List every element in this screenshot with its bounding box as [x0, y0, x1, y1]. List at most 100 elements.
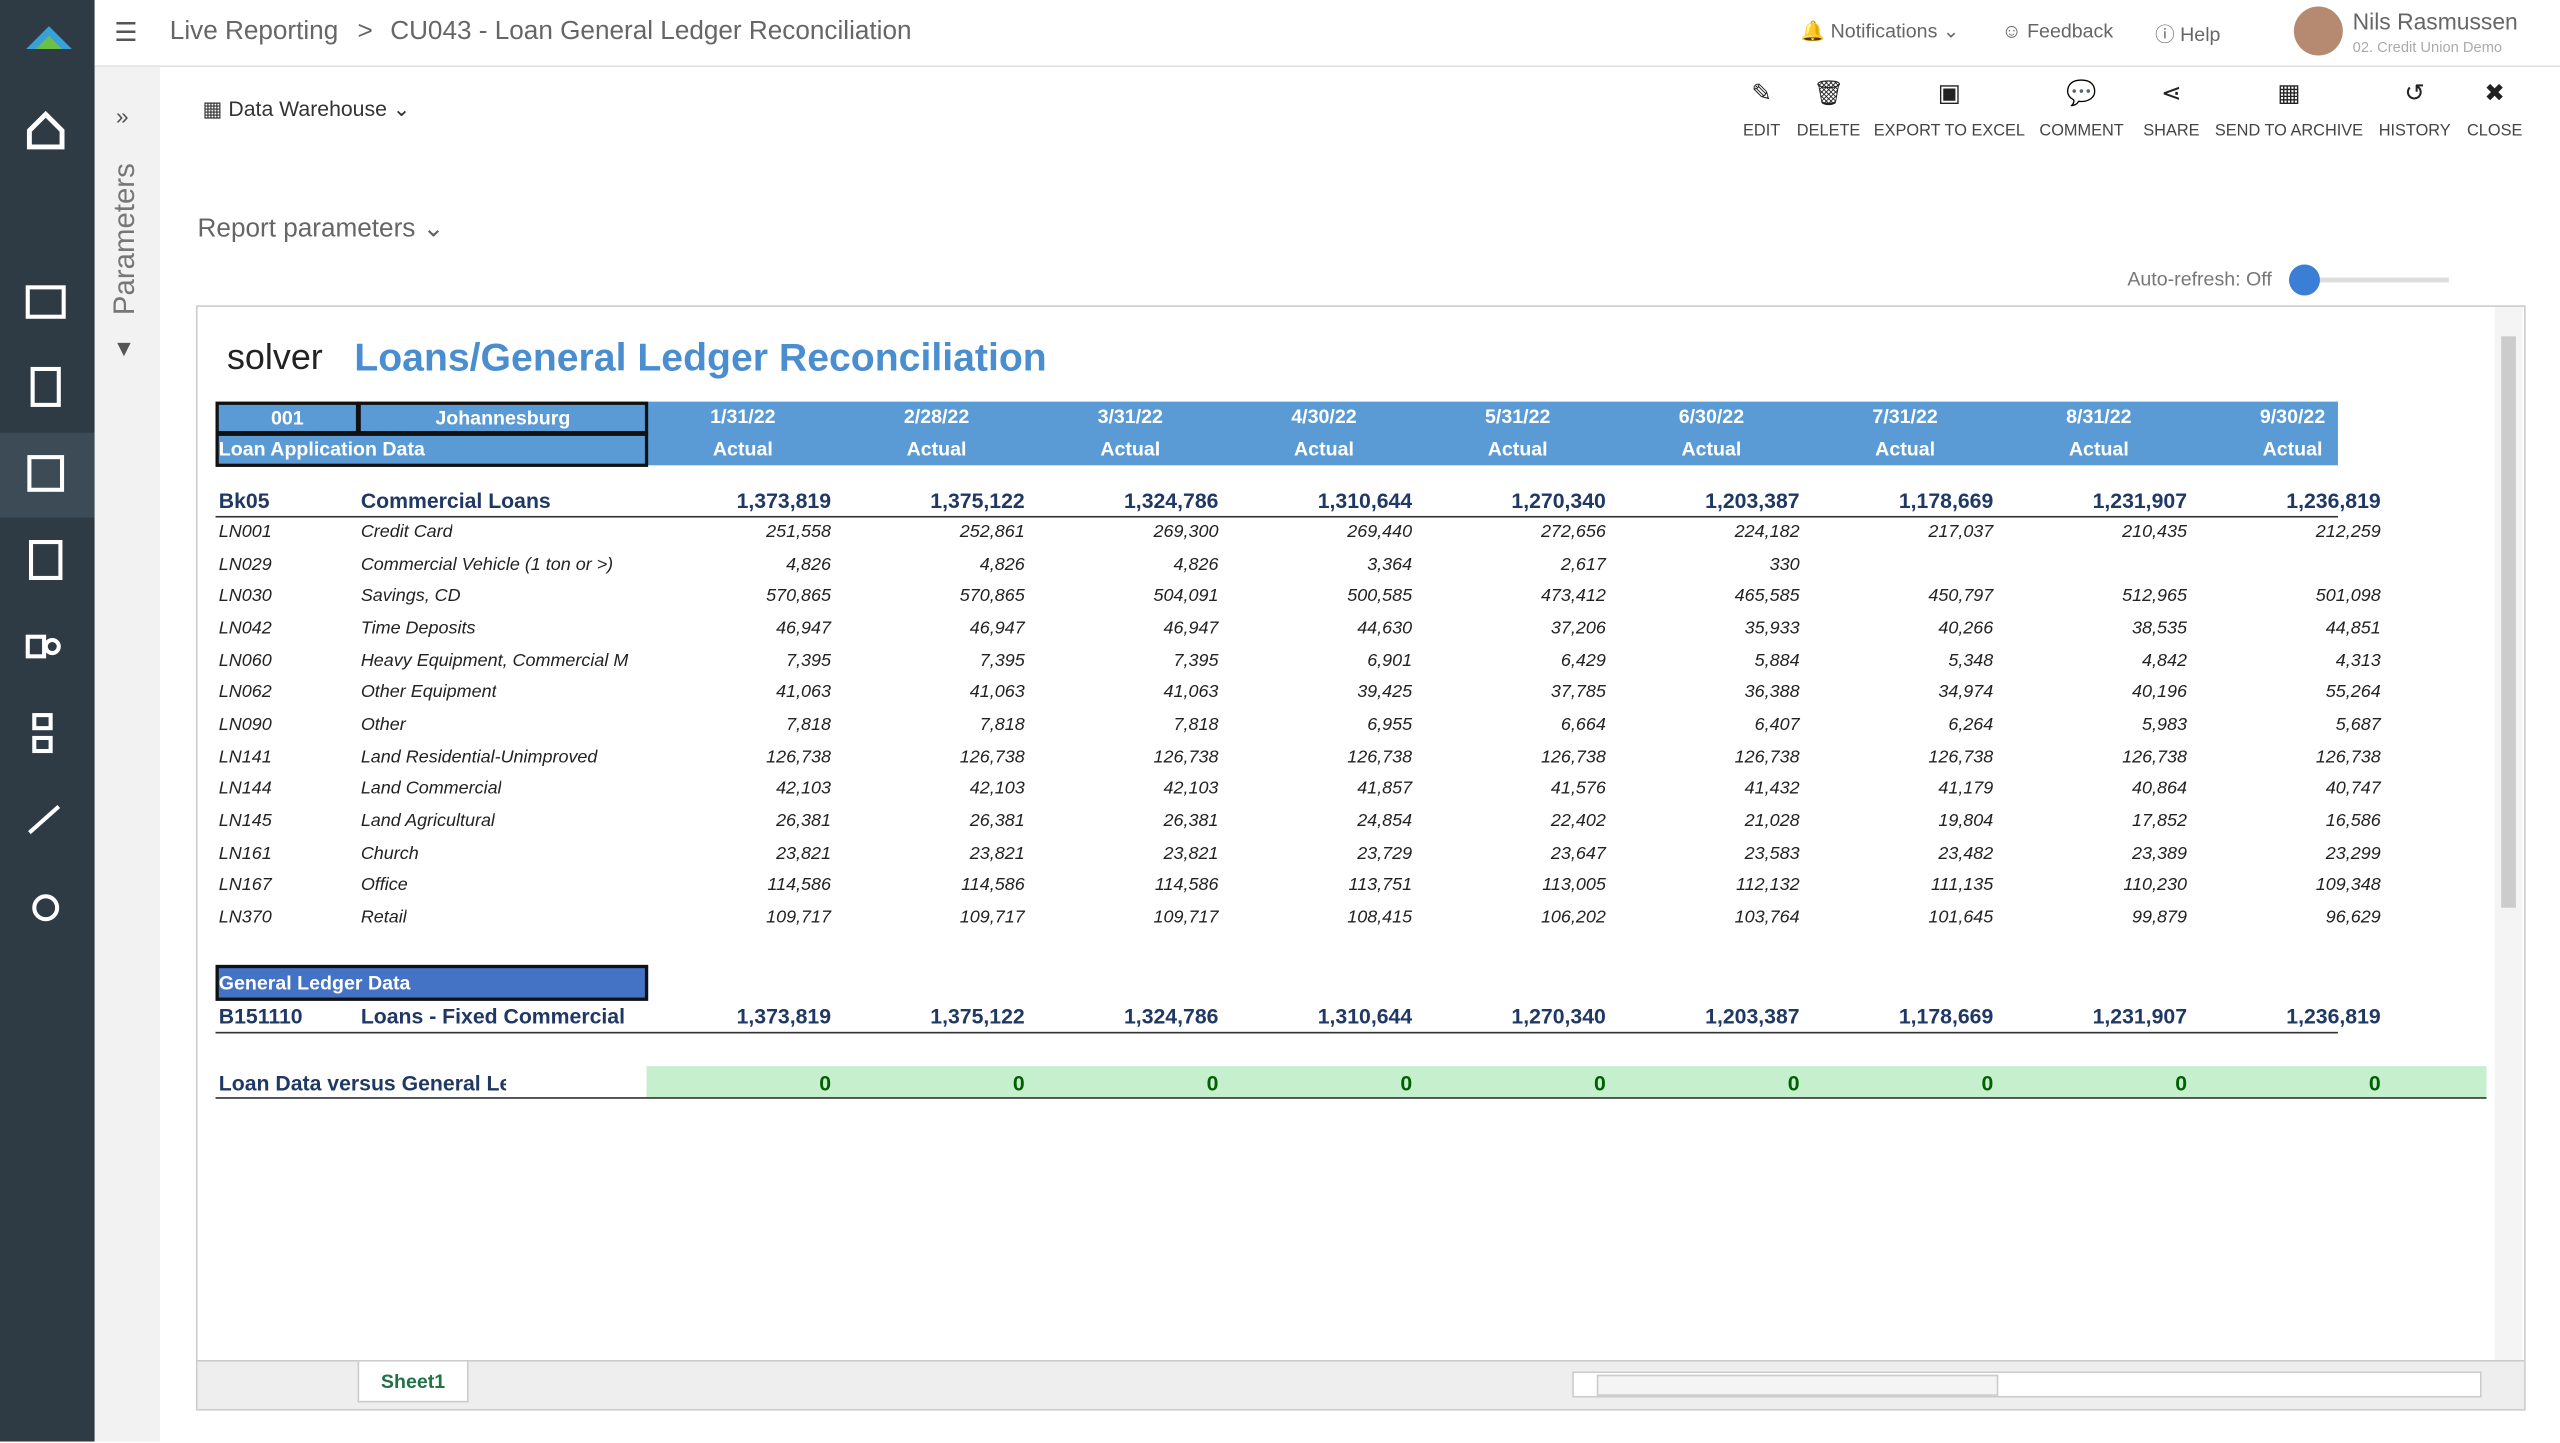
help[interactable]: ⓘ Help — [2155, 20, 2220, 48]
parameters-label[interactable]: Parameters — [108, 163, 142, 315]
column-date: 9/30/22 — [2211, 405, 2374, 428]
row-code: LN001 — [219, 522, 272, 542]
notifications[interactable]: 🔔 Notifications ⌄ — [1801, 20, 1959, 43]
cell-value: 1,373,819 — [635, 488, 831, 512]
row-label: Heavy Equipment, Commercial M — [361, 651, 628, 671]
cell-value: 126,738 — [1216, 747, 1412, 767]
scroll-thumb[interactable] — [2501, 336, 2516, 907]
cell-value: 41,432 — [1604, 779, 1800, 799]
row-rule — [216, 1097, 2487, 1099]
cell-value: 504,091 — [1023, 587, 1219, 607]
sheet-tabs-bar: Sheet1 — [198, 1360, 2525, 1411]
sheet-tab[interactable]: Sheet1 — [358, 1362, 469, 1403]
scroll-thumb[interactable] — [1597, 1375, 1999, 1396]
cell-value: 42,103 — [1023, 779, 1219, 799]
report-title: Loans/General Ledger Reconciliation — [354, 336, 1046, 382]
source-dropdown[interactable]: ▦ Data Warehouse ⌄ — [202, 96, 410, 122]
action-icon[interactable]: ▣ — [1884, 78, 2015, 107]
row-code: LN370 — [219, 907, 272, 927]
cell-value: 1,178,669 — [1797, 1004, 1993, 1028]
cell-value: 512,965 — [1991, 587, 2187, 607]
row-code: LN144 — [219, 779, 272, 799]
row-label: Other — [361, 715, 406, 735]
auto-refresh-toggle[interactable] — [2289, 264, 2320, 295]
row-label: Commercial Vehicle (1 ton or >) — [361, 555, 613, 575]
horizontal-scrollbar[interactable] — [1572, 1371, 2481, 1397]
row-code: LN029 — [219, 555, 272, 575]
column-scenario: Actual — [2017, 438, 2180, 461]
breadcrumb-page: CU043 - Loan General Ledger Reconciliati… — [390, 18, 911, 47]
cell-value: 108,415 — [1216, 907, 1412, 927]
cell-value: 109,348 — [2185, 875, 2381, 895]
cell-value: 6,955 — [1216, 715, 1412, 735]
feedback-label: Feedback — [2027, 20, 2113, 43]
row-label: Land Residential-Unimproved — [361, 747, 598, 767]
cell-value: 6,407 — [1604, 715, 1800, 735]
cell-value: 0 — [1797, 1071, 1993, 1095]
cell-value: 126,738 — [635, 747, 831, 767]
breadcrumb-separator: > — [358, 18, 373, 47]
cell-value: 44,851 — [2185, 619, 2381, 639]
auto-refresh-label: Auto-refresh: Off — [2127, 268, 2271, 291]
cell-value: 23,583 — [1604, 843, 1800, 863]
column-date: 4/30/22 — [1242, 405, 1405, 428]
expand-icon[interactable]: » — [116, 103, 129, 129]
row-label: Office — [361, 875, 408, 895]
action-icon[interactable]: ▦ — [2224, 78, 2355, 107]
cell-value: 5,687 — [2185, 715, 2381, 735]
column-date: 5/31/22 — [1436, 405, 1599, 428]
report-parameters[interactable]: Report parameters ⌄ — [198, 212, 445, 245]
cell-value: 37,206 — [1410, 619, 1606, 639]
row-code: LN167 — [219, 875, 272, 895]
user-name[interactable]: Nils Rasmussen — [2353, 8, 2518, 34]
cell-value: 0 — [1991, 1071, 2187, 1095]
vertical-scrollbar[interactable] — [2495, 307, 2523, 1360]
row-label: Loan Data versus General Ledger — [219, 1071, 506, 1095]
cell-value: 40,196 — [1991, 683, 2187, 703]
cell-value: 23,821 — [635, 843, 831, 863]
cell-value: 5,348 — [1797, 651, 1993, 671]
action-icon[interactable]: 🗑 — [1763, 78, 1894, 107]
menu-icon[interactable]: ☰ — [114, 16, 137, 49]
cell-value: 46,947 — [635, 619, 831, 639]
cell-value: 224,182 — [1604, 522, 1800, 542]
cell-value: 101,645 — [1797, 907, 1993, 927]
action-button[interactable]: CLOSE — [2413, 122, 2560, 140]
cell-value: 46,947 — [829, 619, 1025, 639]
cell-value: 2,617 — [1410, 555, 1606, 575]
cell-value: 4,313 — [2185, 651, 2381, 671]
cell-value: 330 — [1604, 555, 1800, 575]
breadcrumb-link[interactable]: Live Reporting — [170, 18, 338, 47]
cell-value: 126,738 — [1410, 747, 1606, 767]
cell-value: 1,236,819 — [2185, 488, 2381, 512]
logo: solver — [227, 336, 323, 378]
cell-value: 1, — [2379, 488, 2487, 512]
cell-value: 272,656 — [1410, 522, 1606, 542]
cell-value: 113,005 — [1410, 875, 1606, 895]
cell-value: 111,135 — [1797, 875, 1993, 895]
cell-value: 19,804 — [1797, 811, 1993, 831]
cell-value: 1,324,786 — [1023, 488, 1219, 512]
cell-value: 21,028 — [1604, 811, 1800, 831]
cell-value: 35,933 — [1604, 619, 1800, 639]
cell-value: 217,037 — [1797, 522, 1993, 542]
cell-value: 501,098 — [2185, 587, 2381, 607]
cell-value: 1,375,122 — [829, 488, 1025, 512]
cell-value: 41,063 — [829, 683, 1025, 703]
cell-value: 1,178,669 — [1797, 488, 1993, 512]
feedback[interactable]: ☺ Feedback — [2002, 20, 2114, 43]
cell-value: 500,585 — [1216, 587, 1412, 607]
action-icon[interactable]: ✖ — [2429, 78, 2560, 107]
cell-value: 126,738 — [2185, 747, 2381, 767]
row-code: LN042 — [219, 619, 272, 639]
entity-code: 001 — [216, 402, 360, 435]
avatar[interactable] — [2294, 7, 2343, 56]
cell-value: 570,865 — [635, 587, 831, 607]
cell-value: 212,259 — [2185, 522, 2381, 542]
report-parameters-label: Report parameters — [198, 216, 416, 244]
action-icon[interactable]: ⋖ — [2106, 78, 2237, 107]
cell-value: 1, — [2379, 1004, 2487, 1028]
filter-icon[interactable]: ▼ — [113, 335, 136, 361]
cell-value: 7,818 — [635, 715, 831, 735]
cell-value: 473,412 — [1410, 587, 1606, 607]
